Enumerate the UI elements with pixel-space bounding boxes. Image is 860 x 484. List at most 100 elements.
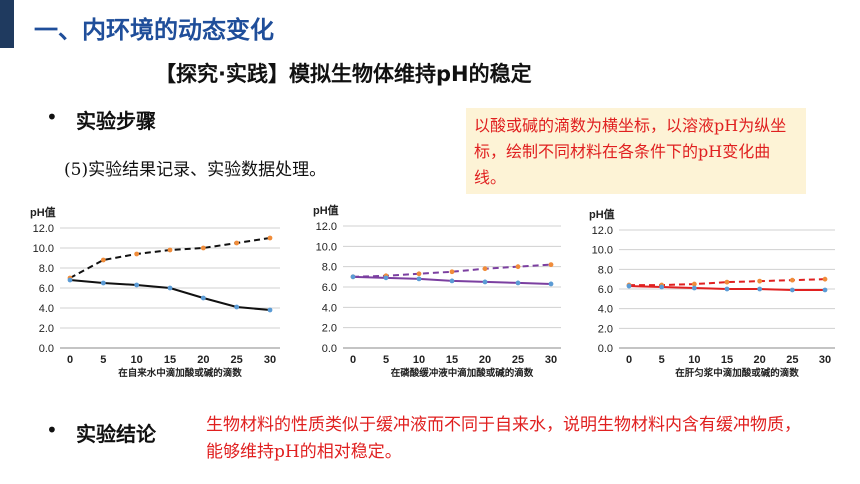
title-accent-bar xyxy=(0,0,14,48)
x-tick-label: 15 xyxy=(721,354,733,366)
x-tick-label: 30 xyxy=(264,354,276,366)
x-tick-label: 10 xyxy=(688,354,700,366)
x-tick-label: 5 xyxy=(659,354,665,366)
conclusion-text: 生物材料的性质类似于缓冲液而不同于自来水，说明生物材料内含有缓冲物质，能够维持p… xyxy=(206,415,801,462)
data-point xyxy=(383,275,389,281)
x-tick-label: 10 xyxy=(413,354,425,366)
x-tick-label: 10 xyxy=(131,354,143,366)
data-point xyxy=(350,274,356,280)
x-tick-label: 0 xyxy=(350,354,356,366)
data-point xyxy=(134,282,140,288)
series-line-dashed xyxy=(69,237,271,279)
steps-bullet: • xyxy=(46,105,58,129)
data-point xyxy=(691,281,697,287)
data-point xyxy=(67,277,73,283)
x-tick-label: 20 xyxy=(479,354,491,366)
data-point xyxy=(100,280,106,286)
series-line-solid xyxy=(69,279,271,311)
data-point xyxy=(167,247,173,253)
x-tick-label: 30 xyxy=(819,354,831,366)
data-point xyxy=(548,281,554,287)
data-point xyxy=(449,278,455,284)
y-tick-label: 10.0 xyxy=(316,241,337,253)
y-tick-label: 10.0 xyxy=(592,245,613,257)
x-tick-label: 25 xyxy=(231,354,243,366)
data-point xyxy=(626,283,632,289)
x-tick-label: 15 xyxy=(446,354,458,366)
topic-title: 【探究·实践】模拟生物体维持pH的稳定 xyxy=(155,62,532,86)
y-axis-label: pH值 xyxy=(313,203,339,217)
y-axis-label: pH值 xyxy=(589,207,615,221)
x-tick-label: 5 xyxy=(383,354,389,366)
y-tick-label: 10.0 xyxy=(33,243,54,255)
note-box: 以酸或碱的滴数为横坐标，以溶液pH为纵坐标，绘制不同材料在各条件下的pH变化曲线… xyxy=(466,108,806,194)
conclusion-label: 实验结论 xyxy=(76,422,156,446)
data-point xyxy=(234,304,240,310)
y-axis-label: pH值 xyxy=(30,205,56,219)
steps-label: 实验步骤 xyxy=(76,109,156,133)
data-point xyxy=(416,276,422,282)
y-tick-label: 8.0 xyxy=(322,262,337,274)
data-point xyxy=(267,235,273,241)
data-point xyxy=(515,280,521,286)
y-tick-label: 6.0 xyxy=(322,282,337,294)
data-point xyxy=(757,278,763,284)
x-tick-label: 5 xyxy=(100,354,106,366)
data-point xyxy=(822,287,828,293)
x-tick-label: 20 xyxy=(197,354,209,366)
data-point xyxy=(449,269,455,275)
x-tick-label: 20 xyxy=(754,354,766,366)
y-tick-label: 0.0 xyxy=(598,343,613,355)
y-tick-label: 6.0 xyxy=(598,284,613,296)
data-point xyxy=(200,295,206,301)
data-point xyxy=(167,285,173,291)
step-text: (5)实验结果记录、实验数据处理。 xyxy=(64,160,327,180)
y-tick-label: 12.0 xyxy=(592,225,613,237)
data-point xyxy=(515,264,521,270)
chart-liver-homogenate: 0.0 2.0 4.0 6.0 8.0 10.0 12.0 0 5 10 15 20 25 30 pH值在肝… xyxy=(589,207,835,379)
x-tick-label: 15 xyxy=(164,354,176,366)
data-point xyxy=(724,279,730,285)
data-point xyxy=(724,286,730,292)
data-point xyxy=(416,271,422,277)
y-tick-label: 6.0 xyxy=(39,283,54,295)
x-axis-label: 在磷酸缓冲液中滴加酸或碱的滴数 xyxy=(391,367,534,379)
y-tick-label: 0.0 xyxy=(39,343,54,355)
x-axis-label: 在自来水中滴加酸或碱的滴数 xyxy=(118,367,242,379)
data-point xyxy=(691,285,697,291)
x-tick-label: 25 xyxy=(512,354,524,366)
x-axis-label: 在肝匀浆中滴加酸或碱的滴数 xyxy=(675,367,799,379)
y-tick-label: 8.0 xyxy=(39,263,54,275)
data-point xyxy=(789,287,795,293)
data-point xyxy=(200,245,206,251)
y-tick-label: 4.0 xyxy=(322,302,337,314)
data-point xyxy=(134,251,140,257)
x-tick-label: 0 xyxy=(626,354,632,366)
y-tick-label: 2.0 xyxy=(322,323,337,335)
y-tick-label: 12.0 xyxy=(316,221,337,233)
conclusion-bullet: • xyxy=(46,418,58,442)
y-tick-label: 2.0 xyxy=(598,323,613,335)
data-point xyxy=(482,266,488,272)
data-point xyxy=(234,240,240,246)
data-point xyxy=(267,307,273,313)
x-tick-label: 25 xyxy=(786,354,798,366)
data-point xyxy=(482,279,488,285)
y-tick-label: 2.0 xyxy=(39,323,54,335)
y-tick-label: 4.0 xyxy=(598,304,613,316)
chart-phosphate-buffer: 0.0 2.0 4.0 6.0 8.0 10.0 12.0 0 5 10 15 20 25 30 pH值在磷… xyxy=(313,203,561,379)
x-tick-label: 0 xyxy=(67,354,73,366)
y-tick-label: 0.0 xyxy=(322,343,337,355)
data-point xyxy=(789,277,795,283)
data-point xyxy=(548,262,554,268)
y-tick-label: 12.0 xyxy=(33,223,54,235)
data-point xyxy=(822,276,828,282)
data-point xyxy=(757,286,763,292)
y-tick-label: 4.0 xyxy=(39,303,54,315)
note-text: 以酸或碱的滴数为横坐标，以溶液pH为纵坐标，绘制不同材料在各条件下的pH变化曲线… xyxy=(474,116,787,187)
chart-tap-water: 0.0 2.0 4.0 6.0 8.0 10.0 12.0 0 5 10 15 20 25 30 pH值在自… xyxy=(30,205,280,379)
data-point xyxy=(100,257,106,263)
section-title: 一、内环境的动态变化 xyxy=(34,16,274,44)
x-tick-label: 30 xyxy=(545,354,557,366)
y-tick-label: 8.0 xyxy=(598,264,613,276)
